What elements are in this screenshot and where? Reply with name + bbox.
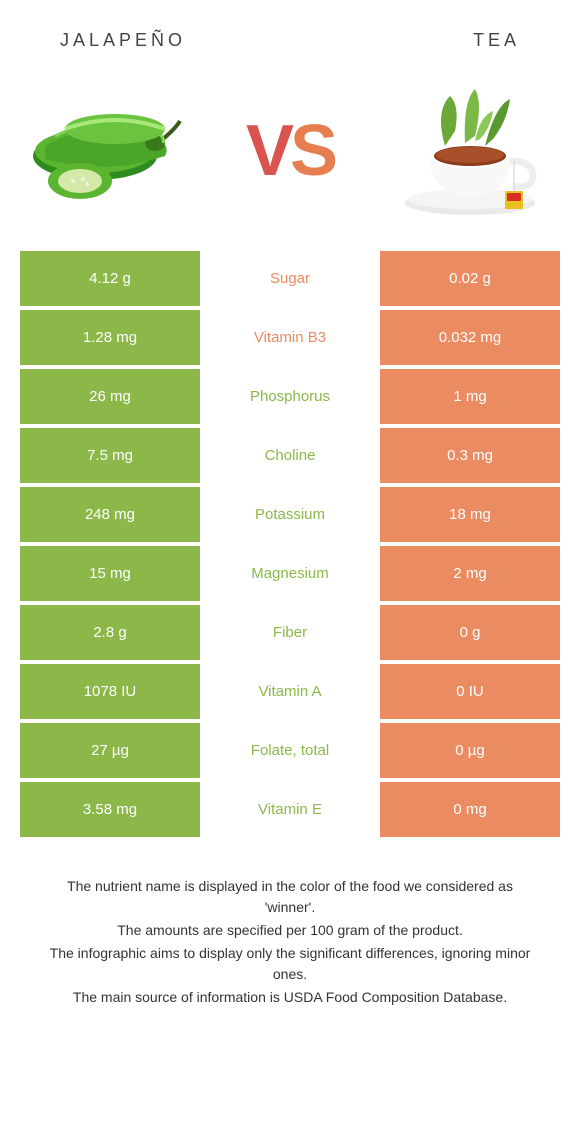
nutrient-right-value: 0.3 mg [380, 428, 560, 483]
nutrient-row: 1078 IUVitamin A0 IU [20, 664, 560, 719]
nutrient-row: 7.5 mgCholine0.3 mg [20, 428, 560, 483]
footer-line: The main source of information is USDA F… [40, 987, 540, 1008]
nutrient-right-value: 0.032 mg [380, 310, 560, 365]
tea-icon [375, 81, 555, 221]
nutrient-left-value: 26 mg [20, 369, 200, 424]
vs-label: VS [246, 110, 334, 192]
header-right-title: TEA [473, 30, 520, 51]
nutrient-name: Sugar [200, 251, 380, 306]
nutrient-right-value: 0 g [380, 605, 560, 660]
nutrient-table: 4.12 gSugar0.02 g1.28 mgVitamin B30.032 … [0, 251, 580, 837]
infographic-container: JALAPEÑO TEA VS [0, 0, 580, 1008]
nutrient-left-value: 1.28 mg [20, 310, 200, 365]
nutrient-name: Magnesium [200, 546, 380, 601]
nutrient-row: 26 mgPhosphorus1 mg [20, 369, 560, 424]
footer-line: The nutrient name is displayed in the co… [40, 876, 540, 918]
nutrient-row: 2.8 gFiber0 g [20, 605, 560, 660]
nutrient-left-value: 7.5 mg [20, 428, 200, 483]
nutrient-right-value: 0 IU [380, 664, 560, 719]
nutrient-row: 15 mgMagnesium2 mg [20, 546, 560, 601]
nutrient-name: Folate, total [200, 723, 380, 778]
image-row: VS [0, 71, 580, 251]
nutrient-right-value: 2 mg [380, 546, 560, 601]
nutrient-right-value: 0.02 g [380, 251, 560, 306]
nutrient-row: 3.58 mgVitamin E0 mg [20, 782, 560, 837]
header-left-title: JALAPEÑO [60, 30, 186, 51]
jalapeno-image [25, 81, 205, 221]
footer-text: The nutrient name is displayed in the co… [0, 841, 580, 1008]
nutrient-name: Fiber [200, 605, 380, 660]
nutrient-name: Choline [200, 428, 380, 483]
footer-line: The amounts are specified per 100 gram o… [40, 920, 540, 941]
nutrient-left-value: 15 mg [20, 546, 200, 601]
nutrient-name: Vitamin E [200, 782, 380, 837]
nutrient-right-value: 1 mg [380, 369, 560, 424]
tea-image [375, 81, 555, 221]
footer-line: The infographic aims to display only the… [40, 943, 540, 985]
nutrient-left-value: 2.8 g [20, 605, 200, 660]
vs-s: S [290, 111, 334, 191]
nutrient-row: 27 µgFolate, total0 µg [20, 723, 560, 778]
nutrient-name: Phosphorus [200, 369, 380, 424]
nutrient-right-value: 0 µg [380, 723, 560, 778]
nutrient-left-value: 4.12 g [20, 251, 200, 306]
nutrient-name: Potassium [200, 487, 380, 542]
nutrient-left-value: 248 mg [20, 487, 200, 542]
nutrient-right-value: 0 mg [380, 782, 560, 837]
nutrient-row: 1.28 mgVitamin B30.032 mg [20, 310, 560, 365]
nutrient-name: Vitamin A [200, 664, 380, 719]
nutrient-row: 248 mgPotassium18 mg [20, 487, 560, 542]
nutrient-name: Vitamin B3 [200, 310, 380, 365]
nutrient-row: 4.12 gSugar0.02 g [20, 251, 560, 306]
header-row: JALAPEÑO TEA [0, 0, 580, 71]
nutrient-left-value: 3.58 mg [20, 782, 200, 837]
jalapeno-icon [25, 81, 205, 221]
vs-v: V [246, 111, 290, 191]
nutrient-left-value: 27 µg [20, 723, 200, 778]
nutrient-right-value: 18 mg [380, 487, 560, 542]
nutrient-left-value: 1078 IU [20, 664, 200, 719]
